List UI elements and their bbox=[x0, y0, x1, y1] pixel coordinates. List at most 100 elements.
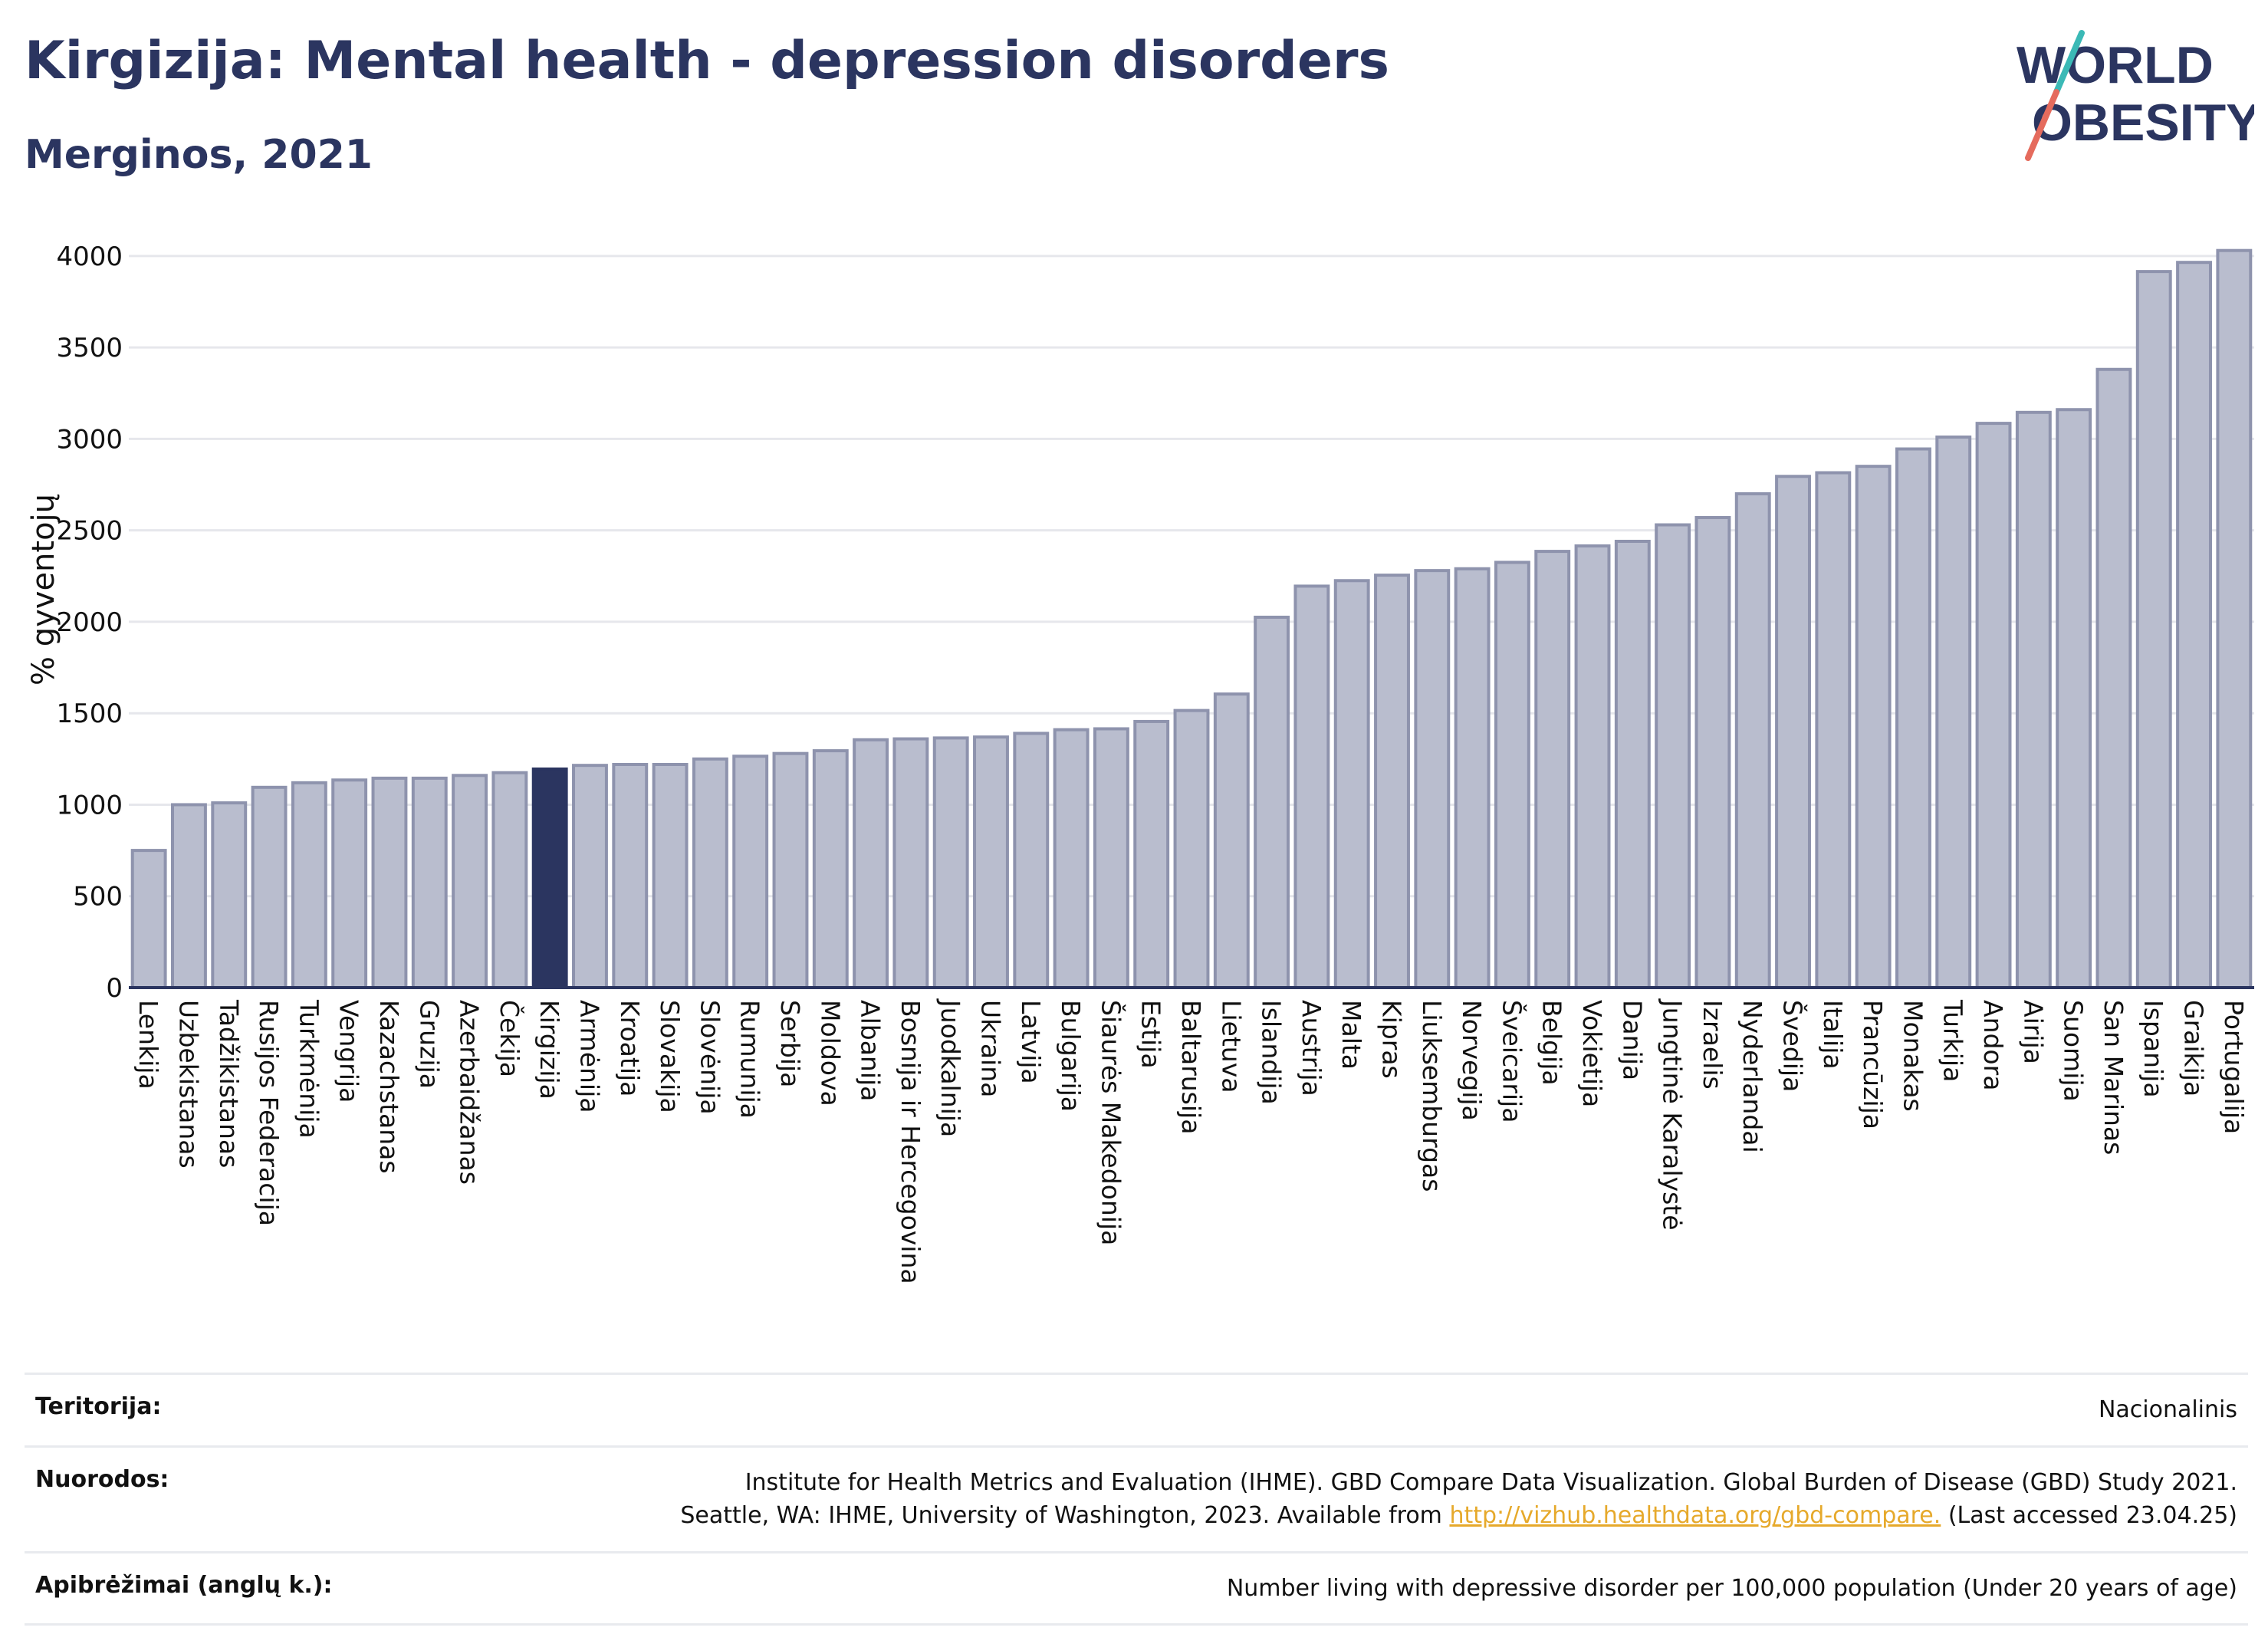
category-label: Turkija bbox=[1938, 999, 1968, 1082]
footer-value: Number living with depressive disorder p… bbox=[1227, 1572, 2237, 1606]
bar-Monakas[interactable] bbox=[1897, 449, 1930, 988]
y-axis-label: % gyventojų bbox=[26, 494, 61, 685]
bar-Čekija[interactable] bbox=[493, 773, 526, 988]
category-label: Švedija bbox=[1778, 1000, 1809, 1092]
category-label: Latvija bbox=[1016, 1000, 1046, 1084]
category-label: Graikija bbox=[2179, 1000, 2209, 1096]
bar-Danija[interactable] bbox=[1616, 541, 1649, 988]
category-label: Rumunija bbox=[735, 1000, 765, 1119]
category-label: Jungtinė Karalystė bbox=[1658, 998, 1688, 1231]
reference-line2-pre: Seattle, WA: IHME, University of Washing… bbox=[680, 1502, 1449, 1529]
bar-Suomija[interactable] bbox=[2057, 409, 2090, 988]
bar-Bosnija ir Hercegovina[interactable] bbox=[894, 739, 927, 988]
page-subtitle: Merginos, 2021 bbox=[25, 132, 373, 178]
bar-Bulgarija[interactable] bbox=[1055, 730, 1088, 988]
reference-link[interactable]: http://vizhub.healthdata.org/gbd-compare… bbox=[1449, 1502, 1941, 1529]
bar-Ukraina[interactable] bbox=[975, 737, 1007, 988]
footer-key: Teritorija: bbox=[35, 1393, 192, 1427]
bar-Vengrija[interactable] bbox=[333, 780, 366, 988]
bar-Turkmėnija[interactable] bbox=[293, 783, 326, 988]
bar-Moldova[interactable] bbox=[814, 751, 847, 988]
category-label: Andora bbox=[1978, 1000, 2008, 1090]
bar-Lenkija[interactable] bbox=[133, 850, 166, 988]
bar-Albanija[interactable] bbox=[854, 740, 887, 988]
bar-Rusijos Federacija[interactable] bbox=[253, 787, 286, 988]
category-label: Serbija bbox=[775, 1000, 805, 1087]
bar-Kipras[interactable] bbox=[1376, 575, 1408, 988]
category-label: Airija bbox=[2018, 1000, 2048, 1064]
category-label: Armėnija bbox=[574, 1000, 604, 1113]
bar-Uzbekistanas[interactable] bbox=[173, 804, 205, 988]
logo-line1: WORLD bbox=[2017, 36, 2214, 94]
bar-Gruzija[interactable] bbox=[413, 778, 446, 988]
footer-key: Nuorodos: bbox=[35, 1466, 199, 1533]
category-label: Kazachstanas bbox=[374, 1000, 404, 1174]
bar-San Marinas[interactable] bbox=[2097, 370, 2130, 988]
category-label: San Marinas bbox=[2099, 1000, 2128, 1155]
footer-value: Nacionalinis bbox=[2099, 1393, 2237, 1427]
category-label: Danija bbox=[1617, 1000, 1647, 1080]
category-label: Malta bbox=[1336, 1000, 1366, 1070]
bar-Prancūzija[interactable] bbox=[1857, 466, 1890, 988]
y-tick-label: 4000 bbox=[56, 242, 123, 272]
bar-Turkija[interactable] bbox=[1937, 437, 1970, 988]
footer-row-territory: Teritorija: Nacionalinis bbox=[25, 1373, 2248, 1445]
bar-Andora[interactable] bbox=[1977, 423, 2010, 988]
bar-Kroatija[interactable] bbox=[613, 764, 646, 988]
bar-Kirgizija[interactable] bbox=[534, 769, 567, 988]
bar-Islandija[interactable] bbox=[1255, 617, 1288, 988]
bar-Armėnija[interactable] bbox=[574, 765, 606, 988]
bar-Estija[interactable] bbox=[1135, 722, 1168, 988]
category-label: Nyderlandai bbox=[1737, 1000, 1767, 1153]
category-label: Vengrija bbox=[334, 1000, 364, 1103]
category-label: Lenkija bbox=[133, 1000, 163, 1090]
bar-Vokietija[interactable] bbox=[1576, 546, 1609, 988]
bar-Tadžikistanas[interactable] bbox=[212, 803, 245, 988]
bar-Norvegija[interactable] bbox=[1456, 569, 1489, 988]
bar-Kazachstanas[interactable] bbox=[373, 778, 406, 988]
category-label: Kirgizija bbox=[534, 1000, 564, 1100]
category-label: Kroatija bbox=[615, 1000, 645, 1096]
category-label: Šveicarija bbox=[1497, 1000, 1527, 1123]
bar-Serbija[interactable] bbox=[774, 754, 807, 988]
bar-Austrija[interactable] bbox=[1295, 586, 1328, 988]
bar-Švedija[interactable] bbox=[1777, 476, 1809, 988]
bar-Rumunija[interactable] bbox=[734, 756, 767, 988]
bar-Malta[interactable] bbox=[1336, 580, 1369, 988]
bar-Lietuva[interactable] bbox=[1215, 694, 1248, 988]
bar-Jungtinė Karalystė[interactable] bbox=[1656, 525, 1689, 988]
bar-Ispanija[interactable] bbox=[2138, 271, 2171, 988]
y-tick-label: 1000 bbox=[56, 790, 123, 820]
category-label: Kipras bbox=[1377, 1000, 1407, 1079]
category-label: Liuksemburgas bbox=[1417, 1000, 1447, 1192]
bar-Nyderlandai[interactable] bbox=[1737, 494, 1770, 988]
footer-row-definitions: Apibrėžimai (anglų k.): Number living wi… bbox=[25, 1551, 2248, 1626]
bar-Azerbaidžanas[interactable] bbox=[453, 775, 486, 988]
bar-Graikija[interactable] bbox=[2178, 262, 2210, 988]
footer-table: Teritorija: Nacionalinis Nuorodos: Insti… bbox=[25, 1373, 2248, 1626]
category-label: Vokietija bbox=[1577, 1000, 1607, 1107]
bar-Italija[interactable] bbox=[1816, 473, 1849, 988]
bar-Slovėnija[interactable] bbox=[694, 759, 727, 988]
category-label: Moldova bbox=[815, 1000, 845, 1106]
y-tick-label: 3000 bbox=[56, 424, 123, 455]
footer-key: Apibrėžimai (anglų k.): bbox=[35, 1572, 363, 1606]
category-label: Norvegija bbox=[1457, 1000, 1487, 1121]
bar-Portugalija[interactable] bbox=[2217, 251, 2250, 988]
bar-Baltarusija[interactable] bbox=[1175, 711, 1208, 988]
category-label: Slovėnija bbox=[695, 1000, 725, 1115]
bar-Izraelis[interactable] bbox=[1696, 518, 1729, 988]
bar-Slovakija[interactable] bbox=[654, 764, 687, 988]
bar-Airija[interactable] bbox=[2017, 413, 2050, 988]
category-labels: Lenkija Uzbekistanas Tadžikistanas Rusijos … bbox=[133, 998, 2249, 1284]
category-label: Albanija bbox=[856, 1000, 886, 1101]
bar-Juodkalnija[interactable] bbox=[935, 738, 968, 988]
bar-Šveicarija[interactable] bbox=[1496, 562, 1529, 988]
bar-Šiaurės Makedonija[interactable] bbox=[1095, 728, 1128, 988]
bar-Liuksemburgas[interactable] bbox=[1415, 570, 1448, 988]
bar-Belgija[interactable] bbox=[1536, 551, 1569, 988]
category-label: Čekija bbox=[495, 1000, 525, 1077]
y-tick-label: 0 bbox=[106, 973, 123, 1004]
y-tick-label: 1500 bbox=[56, 699, 123, 729]
bar-Latvija[interactable] bbox=[1014, 733, 1047, 988]
